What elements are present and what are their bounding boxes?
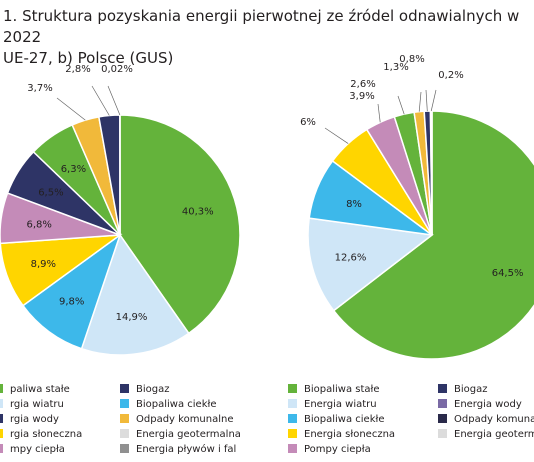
- pie-b-data-label: 0,8%: [399, 54, 424, 65]
- pie-a-data-label: 6,3%: [61, 164, 86, 175]
- legend-swatch: [0, 399, 3, 408]
- pie-a-data-label: 40,3%: [182, 207, 214, 218]
- legend-label: Biopaliwa ciekłe: [304, 414, 385, 425]
- legend-label: Biopaliwa ciekłe: [136, 399, 217, 410]
- pie-b-data-label: 2,6%: [350, 79, 375, 90]
- legend-label: Energia pływów i fal: [136, 443, 236, 455]
- pie-a-data-label: 3,7%: [27, 83, 52, 94]
- pie-b-data-label: 3,9%: [349, 91, 374, 102]
- legend-swatch: [438, 384, 447, 393]
- legend-swatch: [288, 429, 297, 438]
- pie-b-leader-line: [377, 103, 381, 123]
- pie-b-data-label: 0,2%: [438, 70, 463, 81]
- pie-a-data-label: 14,9%: [116, 312, 148, 323]
- pie-b-leader-line: [324, 127, 349, 144]
- legend-label: Biopaliwa stałe: [304, 384, 380, 395]
- legend-label: Energia wody: [454, 399, 522, 410]
- legend-label: Energia geotermalna: [136, 429, 241, 440]
- legend-label: Pompy ciepła: [304, 444, 371, 455]
- legend-swatch: [0, 429, 3, 438]
- legend-label: mpy ciepła: [10, 444, 65, 455]
- legend-swatch: [0, 444, 3, 453]
- pie-b-slice-energia-wiatru: [307, 217, 434, 312]
- legend-swatch: [120, 414, 129, 423]
- legend-label: Odpady komunalne: [454, 414, 534, 425]
- legend-label: Biogaz: [136, 384, 169, 395]
- pie-b-leader-line: [430, 89, 437, 112]
- pie-a-data-label: 8,9%: [31, 259, 56, 270]
- pie-b-data-label: 64,5%: [492, 268, 524, 279]
- legend-b: Biopaliwa stałe Biogaz Energia wiatru Energ…: [288, 384, 534, 455]
- legend-label: Energia geotermalna: [454, 429, 534, 440]
- legend-label: rgia słoneczna: [10, 429, 82, 440]
- legend-swatch: [0, 414, 3, 423]
- pie-b-leader-line: [397, 95, 405, 115]
- pie-b-data-label: 1,3%: [383, 62, 408, 73]
- legend-a: pali​wa stałe Biogaz rgia wiatru Biopaliwa …: [0, 384, 241, 455]
- legend-swatch: [120, 399, 129, 408]
- pie-a-slice-biopaliwa-ciekle: [21, 233, 122, 350]
- legend-swatch: [288, 414, 297, 423]
- legend-swatch: [120, 429, 129, 438]
- pie-b-slice-biopaliwa-stale: [332, 110, 534, 360]
- title-line-1: 1. Struktura pozyskania energii pierwotn…: [3, 7, 525, 46]
- legend-swatch: [120, 444, 129, 453]
- pie-a-leader-line: [91, 85, 110, 116]
- legend-label: Biogaz: [454, 384, 487, 395]
- pie-a-data-label: 0,02%: [101, 64, 133, 75]
- legend-label: pali​wa stałe: [10, 384, 70, 395]
- legend-swatch: [120, 384, 129, 393]
- title-line-2: UE-27, b) Polsce (GUS): [3, 49, 174, 67]
- pie-b-data-label: 12,6%: [335, 253, 367, 264]
- legend-swatch: [288, 384, 297, 393]
- legend-label: Energia słoneczna: [304, 429, 395, 440]
- pie-b-data-label: 8%: [346, 199, 362, 210]
- pie-a-data-label: 2,8%: [65, 64, 90, 75]
- legend-label: Energia wiatru: [304, 399, 377, 410]
- legend-label: rgia wiatru: [10, 399, 64, 410]
- legend-swatch: [288, 399, 297, 408]
- legend-swatch: [438, 429, 447, 438]
- pie-a-slice-biopaliwa-stale: [119, 114, 241, 335]
- pie-a-slice-energia-wiatru: [80, 233, 190, 356]
- legend-swatch: [288, 444, 297, 453]
- legend-label: Odpady komunalne: [136, 414, 234, 425]
- legend-swatch: [0, 384, 3, 393]
- legend-swatch: [438, 399, 447, 408]
- pie-b-leader-line: [425, 89, 428, 112]
- pie-a-data-label: 6,8%: [26, 219, 51, 230]
- legend-swatch: [438, 414, 447, 423]
- pie-a-leader-line: [107, 85, 121, 116]
- pie-a-data-label: 9,8%: [59, 297, 84, 308]
- pie-a-data-label: 6,5%: [38, 188, 63, 199]
- legend-label: rgia wody: [10, 414, 59, 425]
- pie-chart-b: 64,5% 12,6% 8% 6% 3,9%2,6% 1,3%0,8% 0,2%: [300, 54, 534, 360]
- figure-title: 1. Struktura pozyskania energii pierwotn…: [3, 6, 534, 69]
- pie-b-data-label: 6%: [300, 117, 316, 128]
- pie-chart-a: 40,3% 14,9% 9,8% 8,9% 6,8% 6,5% 6,3% 3,7% 2,8% 0,…: [0, 64, 241, 356]
- pie-a-leader-line: [56, 97, 86, 121]
- pie-b-leader-line: [418, 91, 422, 112]
